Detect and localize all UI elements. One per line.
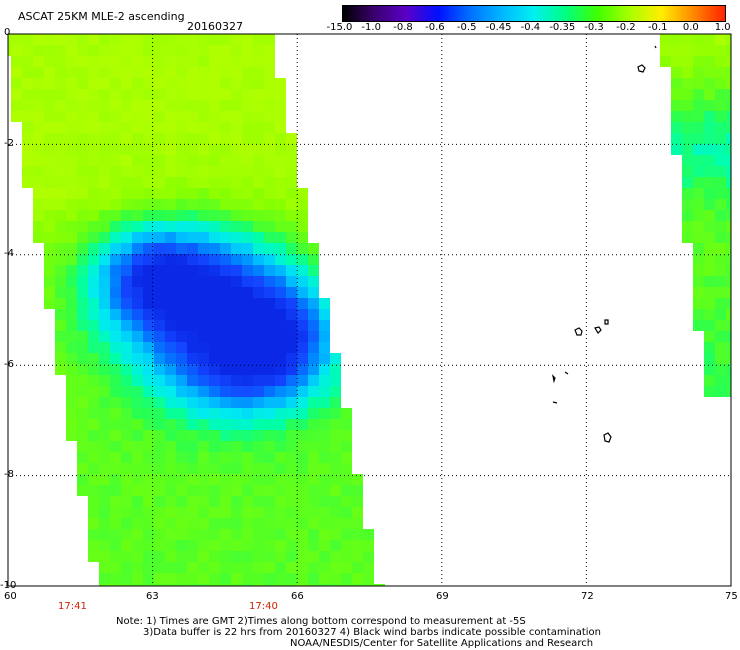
y-tick-label: -8: [4, 469, 14, 480]
swath-time-label: 17:41: [58, 601, 87, 612]
color-scale-label: -0.5: [456, 22, 477, 33]
color-scale-label: -1.0: [361, 22, 381, 33]
island-outline: [594, 326, 602, 334]
footnote-line-2: 3)Data buffer is 22 hrs from 20160327 4)…: [143, 627, 601, 638]
color-scale-label: 0.0: [682, 22, 699, 33]
lat-lon-grid: [8, 34, 731, 586]
x-tick-label: 60: [4, 591, 17, 602]
color-scale-label: -0.1: [647, 22, 668, 33]
product-title: ASCAT 25KM MLE-2 ascending: [18, 10, 185, 23]
island-outline: [552, 374, 556, 384]
color-scale-label: -0.6: [425, 22, 445, 33]
island-outlines: [552, 45, 657, 443]
color-scale-label: -0.3: [584, 22, 604, 33]
island-outline: [603, 432, 612, 443]
x-tick-label: 63: [146, 591, 159, 602]
plot-frame: [7, 33, 732, 587]
color-scale-label: -0.35: [549, 22, 576, 33]
x-tick-label: 69: [436, 591, 449, 602]
color-scale-label: -0.45: [485, 22, 512, 33]
y-tick-label: -10: [0, 580, 17, 591]
island-outline: [564, 371, 569, 375]
island-outline: [604, 319, 609, 325]
color-scale-label: -0.4: [520, 22, 541, 33]
color-scale-bar: [342, 5, 726, 22]
y-tick-label: -6: [4, 359, 14, 370]
color-scale-label: -0.8: [393, 22, 413, 33]
product-date: 20160327: [187, 20, 243, 33]
island-outline: [654, 45, 657, 49]
x-tick-label: 75: [725, 591, 738, 602]
color-scale-label: -15.0: [326, 22, 353, 33]
swath-time-label: 17:40: [249, 601, 278, 612]
island-outline: [574, 327, 583, 336]
color-scale-label: 1.0: [714, 22, 731, 33]
x-tick-label: 66: [291, 591, 304, 602]
y-tick-label: -4: [4, 248, 14, 259]
y-tick-label: -2: [4, 138, 14, 149]
y-tick-label: 0: [4, 27, 11, 38]
island-outline: [552, 401, 558, 404]
wind-field-data: [8, 34, 731, 586]
footnote-line-1: Note: 1) Times are GMT 2)Times along bot…: [116, 616, 526, 627]
color-scale-label: -0.2: [616, 22, 636, 33]
footnote-line-3: NOAA/NESDIS/Center for Satellite Applica…: [290, 638, 594, 649]
x-tick-label: 72: [581, 591, 594, 602]
island-outline: [637, 64, 646, 73]
